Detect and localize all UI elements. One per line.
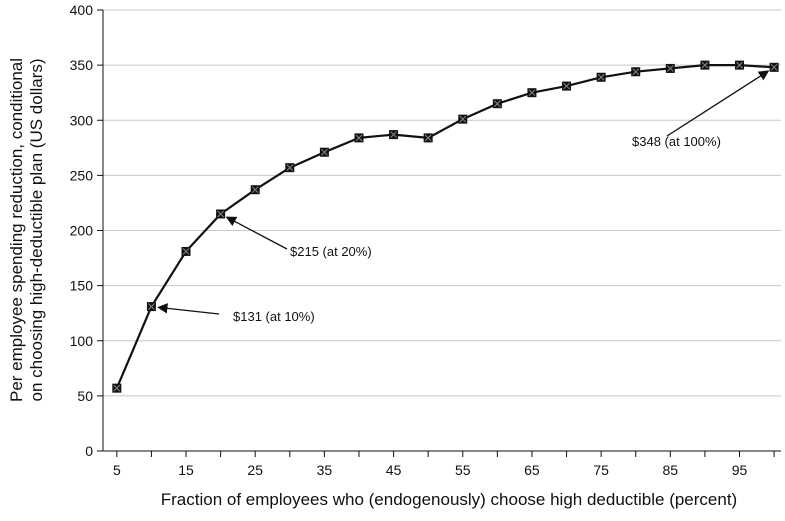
x-axis-title: Fraction of employees who (endogenously)… bbox=[161, 490, 737, 509]
annotation-label: $215 (at 20%) bbox=[290, 244, 372, 259]
annotation-arrow bbox=[157, 303, 220, 315]
tick-labels: 0 50 100 150 200 250 300 350 400 5 15 25 35 45 55 65 75 8… bbox=[70, 2, 748, 478]
axes bbox=[97, 9, 781, 457]
x-tick-label: 35 bbox=[317, 462, 333, 478]
y-axis-title-line-1: Per employee spending reduction, conditi… bbox=[7, 58, 26, 402]
data-point bbox=[285, 163, 295, 173]
x-tick-label: 65 bbox=[524, 462, 540, 478]
series-line-group bbox=[115, 63, 775, 389]
data-points bbox=[112, 60, 779, 393]
gridlines bbox=[103, 9, 781, 397]
data-point bbox=[596, 72, 606, 82]
y-tick-label: 350 bbox=[70, 57, 94, 73]
x-tick-label: 75 bbox=[593, 462, 609, 478]
x-tick-label: 95 bbox=[732, 462, 748, 478]
data-point bbox=[700, 60, 710, 70]
data-point bbox=[631, 67, 641, 77]
annotations: $131 (at 10%) $215 (at 20%) $348 (at 100%) bbox=[157, 70, 770, 324]
annotation-arrow bbox=[666, 70, 770, 137]
data-point bbox=[354, 133, 364, 143]
y-tick-label: 400 bbox=[70, 2, 94, 18]
data-point bbox=[527, 88, 537, 98]
y-tick-label: 200 bbox=[70, 223, 94, 239]
y-tick-label: 50 bbox=[77, 388, 93, 404]
x-tick-label: 25 bbox=[247, 462, 263, 478]
data-point bbox=[423, 133, 433, 143]
data-point bbox=[492, 99, 502, 109]
x-tick-label: 85 bbox=[663, 462, 679, 478]
data-point bbox=[216, 209, 226, 219]
data-point bbox=[319, 147, 329, 157]
y-tick-label: 250 bbox=[70, 167, 94, 183]
data-point bbox=[769, 62, 779, 72]
data-point bbox=[112, 383, 122, 393]
y-tick-label: 150 bbox=[70, 278, 94, 294]
annotation-arrow bbox=[225, 216, 288, 250]
series-line bbox=[115, 63, 775, 389]
data-point bbox=[458, 114, 468, 124]
data-point bbox=[734, 60, 744, 70]
y-axis-title-line-2: on choosing high-deductible plan (US dol… bbox=[27, 58, 46, 401]
data-point bbox=[181, 246, 191, 256]
data-point bbox=[146, 302, 156, 312]
x-tick-label: 45 bbox=[386, 462, 402, 478]
y-tick-label: 0 bbox=[85, 443, 93, 459]
data-point bbox=[665, 63, 675, 73]
data-point bbox=[250, 185, 260, 195]
data-point bbox=[389, 130, 399, 140]
x-tick-label: 55 bbox=[455, 462, 471, 478]
data-point bbox=[562, 81, 572, 91]
annotation-label: $348 (at 100%) bbox=[632, 134, 721, 149]
y-tick-label: 100 bbox=[70, 333, 94, 349]
annotation-label: $131 (at 10%) bbox=[233, 309, 315, 324]
x-tick-label: 5 bbox=[113, 462, 121, 478]
x-tick-label: 15 bbox=[178, 462, 194, 478]
y-tick-label: 300 bbox=[70, 112, 94, 128]
